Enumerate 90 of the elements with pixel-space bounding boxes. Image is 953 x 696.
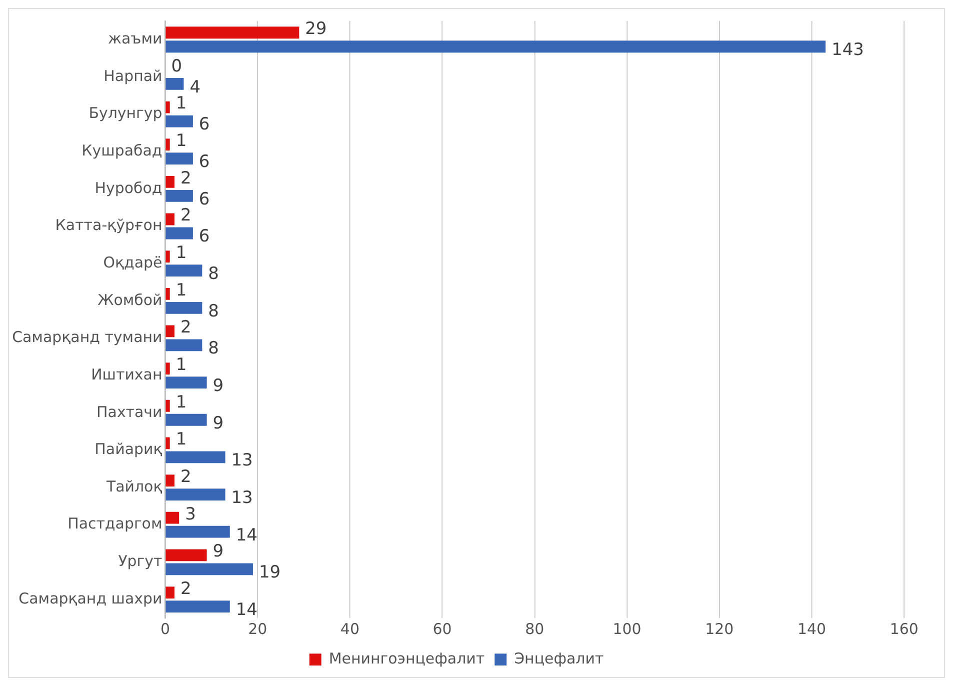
bar: [166, 451, 226, 464]
data-label: 8: [208, 262, 219, 283]
data-label: 1: [176, 242, 187, 262]
x-tick-label: 0: [160, 620, 170, 638]
bar: [166, 302, 202, 314]
bar: [166, 152, 193, 165]
y-tick-label: Нуробод: [94, 178, 162, 197]
bar: [166, 26, 300, 39]
x-tick-label: 140: [797, 620, 826, 638]
data-label: 9: [212, 540, 224, 561]
data-label: 6: [198, 114, 210, 134]
data-label: 6: [198, 226, 210, 246]
bar: [166, 288, 170, 300]
data-label: 29: [305, 18, 327, 38]
data-label: 1: [176, 130, 187, 150]
data-label: 8: [208, 338, 219, 358]
data-label: 6: [198, 151, 210, 171]
data-label: 1: [176, 428, 187, 449]
bar: [166, 176, 174, 188]
y-tick-label: Жомбой: [98, 290, 162, 309]
bar: [166, 600, 230, 612]
bar: [166, 586, 174, 598]
bar: [166, 376, 207, 389]
data-label: 3: [185, 503, 196, 524]
data-label: 1: [176, 354, 187, 374]
y-tick-label: Нарпай: [104, 66, 162, 85]
y-tick-label: Иштихан: [91, 365, 162, 384]
data-label: 4: [190, 76, 200, 96]
x-tick-label: 100: [612, 620, 642, 638]
y-tick-label: Самарқанд тумани: [12, 328, 162, 346]
x-tick-label: 60: [432, 620, 452, 638]
bar: [166, 362, 170, 375]
bar: [166, 101, 170, 114]
bar: [166, 227, 193, 240]
bar: [166, 264, 202, 277]
bar: [166, 339, 202, 352]
y-tick-label: Булунгур: [88, 104, 162, 122]
data-label: 9: [212, 374, 224, 395]
bar: [166, 190, 193, 202]
bar: [166, 563, 253, 576]
data-label: 1: [176, 279, 187, 300]
data-label: 14: [236, 598, 258, 619]
y-tick-label: Пайариқ: [94, 440, 162, 458]
x-tick-label: 120: [705, 620, 734, 638]
legend-label: Менингоэнцефалит: [328, 649, 485, 668]
bar: [166, 474, 174, 486]
y-tick-label: Катта-қўрғон: [55, 216, 162, 234]
data-label: 9: [212, 412, 224, 432]
data-label: 13: [231, 486, 253, 507]
bar: [166, 414, 207, 426]
x-tick-label: 80: [525, 620, 544, 638]
bar: [166, 250, 170, 263]
y-tick-label: Самарқанд шахри: [18, 589, 162, 608]
bar: [166, 400, 170, 412]
bar: [166, 437, 170, 450]
bar: [166, 40, 826, 53]
y-tick-label: Пахтачи: [96, 402, 162, 421]
data-label: 6: [198, 188, 210, 208]
data-label: 8: [208, 300, 219, 320]
bar: [166, 325, 174, 338]
data-label: 2: [180, 466, 192, 486]
bar: [166, 138, 170, 151]
y-tick-label: Пастдаргом: [68, 514, 162, 533]
data-label: 0: [171, 55, 182, 76]
data-label: 2: [180, 204, 192, 225]
bar: [166, 526, 230, 538]
data-label: 1: [176, 391, 187, 412]
bar: [166, 549, 207, 562]
x-tick-label: 20: [248, 620, 268, 638]
data-label: 143: [832, 39, 864, 60]
data-label: 2: [180, 167, 192, 188]
data-label: 14: [236, 524, 258, 544]
y-tick-label: жаъми: [108, 30, 162, 48]
bar: [166, 213, 174, 226]
y-tick-label: Оқдарё: [103, 253, 162, 272]
legend-label: Энцефалит: [514, 649, 604, 668]
y-tick-label: Кушрабад: [82, 141, 162, 160]
y-tick-label: Ургут: [118, 552, 163, 570]
x-tick-label: 160: [890, 620, 918, 638]
data-label: 19: [258, 562, 281, 582]
bar: [166, 512, 180, 524]
bar: [166, 488, 226, 500]
data-label: 13: [231, 450, 253, 470]
bar: [166, 78, 184, 90]
data-label: 2: [180, 316, 192, 337]
bar: [166, 115, 193, 128]
x-tick-label: 40: [340, 620, 360, 638]
data-label: 1: [176, 92, 187, 113]
data-label: 2: [180, 578, 192, 598]
y-tick-label: Тайлоқ: [105, 477, 162, 496]
